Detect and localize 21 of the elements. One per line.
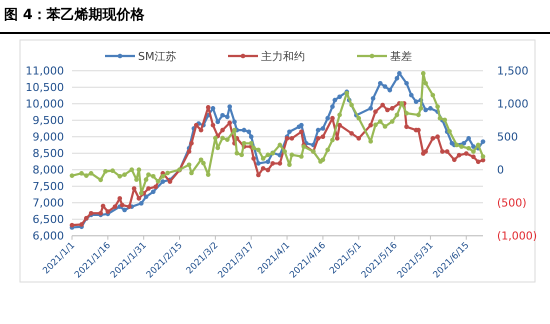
legend-label: SM江苏 xyxy=(138,50,176,63)
y-tick-label: 8,000 xyxy=(32,164,64,177)
y2-tick-label: (1,000) xyxy=(497,230,538,243)
y2-tick-label: 0 xyxy=(497,164,504,177)
y-tick-label: 7,000 xyxy=(32,196,64,210)
legend-label: 基差 xyxy=(390,50,412,63)
y-tick-label: 10,500 xyxy=(26,81,64,94)
y2-tick-label: 500 xyxy=(497,130,518,144)
y-tick-label: 7,500 xyxy=(32,180,64,194)
y2-tick-label: 1,500 xyxy=(497,64,528,78)
y-tick-label: 6,000 xyxy=(32,230,64,243)
y2-tick-label: 1,000 xyxy=(497,98,528,111)
y-tick-label: 6,500 xyxy=(32,213,64,226)
y-tick-label: 8,500 xyxy=(32,147,64,160)
y-tick-label: 11,000 xyxy=(26,64,64,78)
y-tick-label: 10,000 xyxy=(26,98,64,111)
legend-label: 主力和约 xyxy=(261,50,305,63)
y-tick-label: 9,000 xyxy=(32,130,64,144)
title: 图 4：苯乙烯期现价格 xyxy=(4,7,145,23)
y-tick-label: 9,500 xyxy=(32,114,64,128)
y2-tick-label: (500) xyxy=(497,196,527,210)
